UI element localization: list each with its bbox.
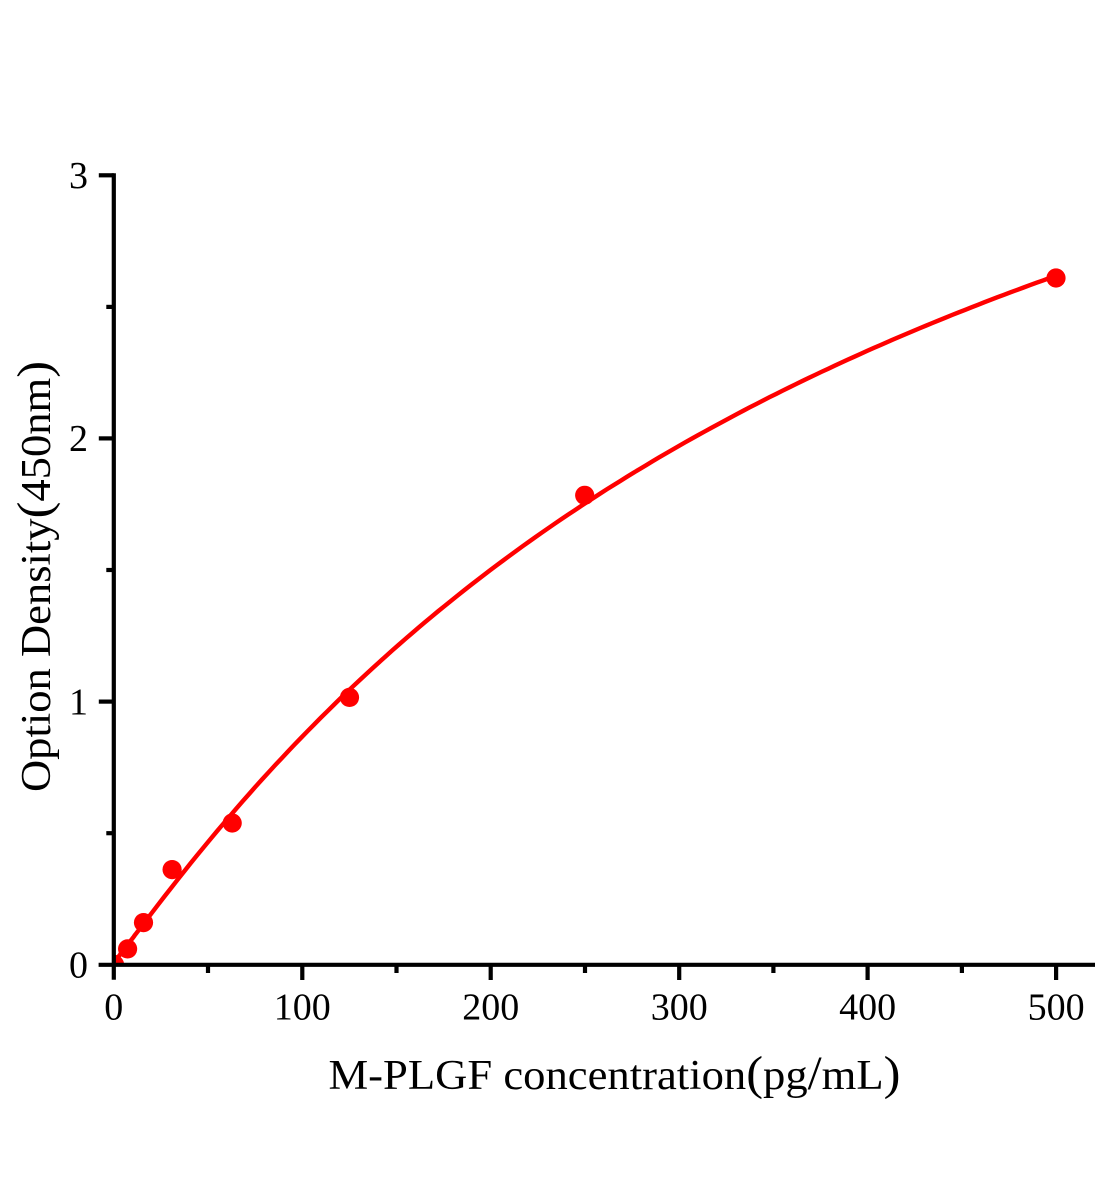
svg-text:3: 3 (69, 155, 88, 197)
svg-text:Option Density(450nm): Option Density(450nm) (9, 361, 61, 792)
svg-text:0: 0 (104, 987, 123, 1029)
svg-text:300: 300 (651, 987, 708, 1029)
svg-text:0: 0 (69, 945, 88, 987)
svg-text:M-PLGF concentration(pg/mL): M-PLGF concentration (pg/mL) (329, 1048, 901, 1100)
svg-text:200: 200 (462, 987, 519, 1029)
svg-text:1: 1 (69, 681, 88, 723)
svg-text:400: 400 (839, 987, 896, 1029)
svg-text:500: 500 (1028, 987, 1085, 1029)
svg-text:2: 2 (69, 418, 88, 460)
svg-text:100: 100 (274, 987, 331, 1029)
